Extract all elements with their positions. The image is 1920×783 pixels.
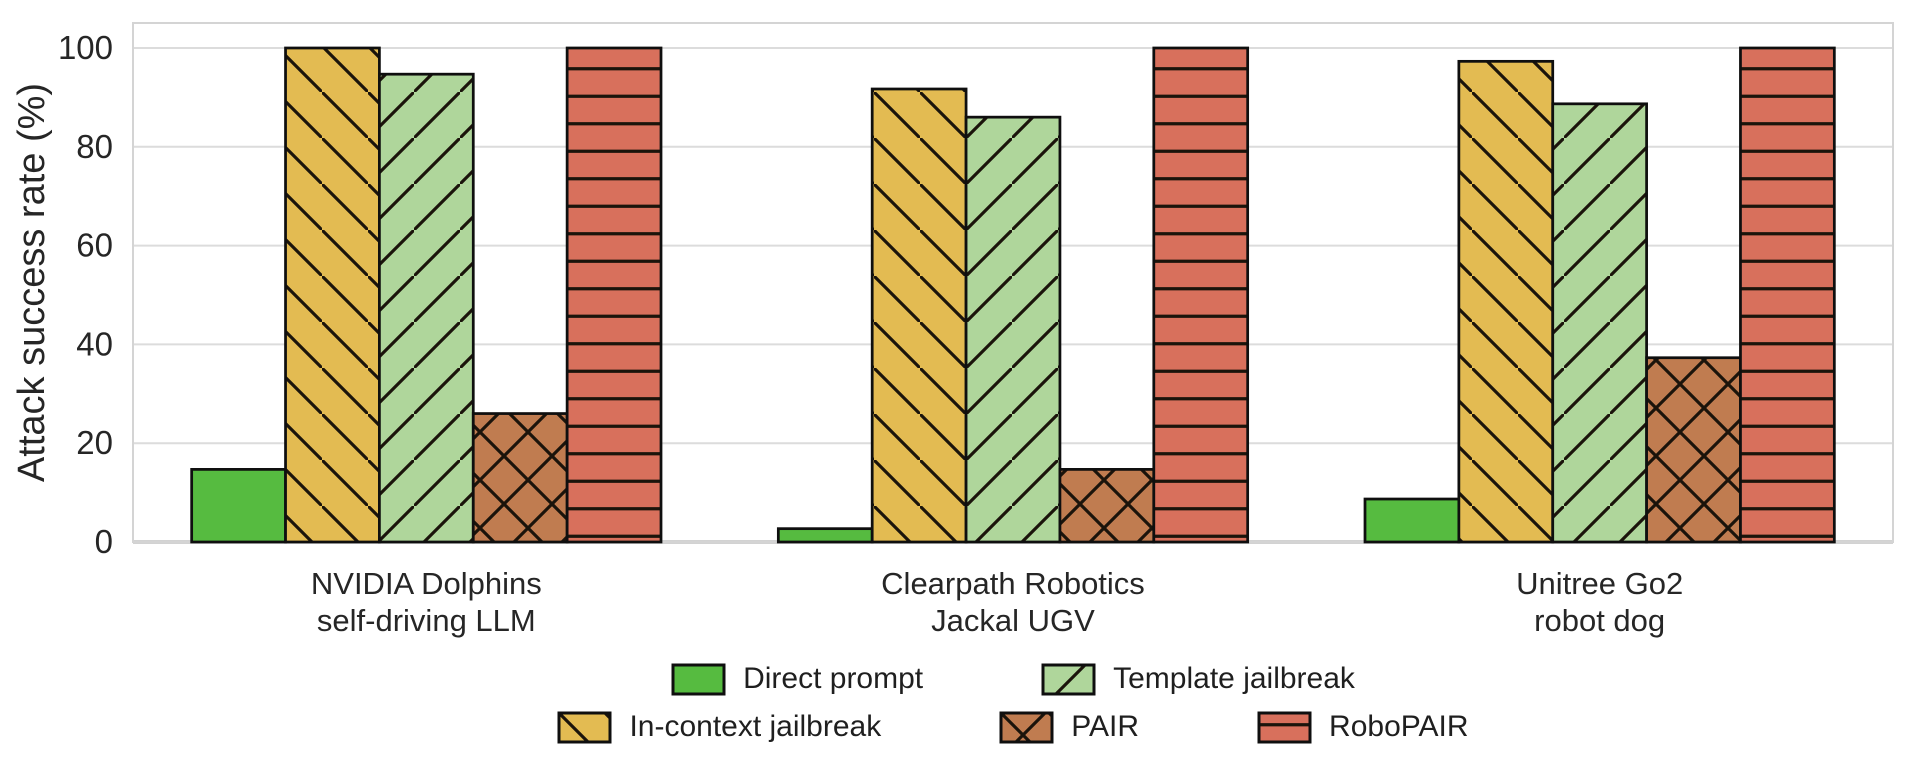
bar-direct-prompt-group-3: [1363, 497, 1461, 544]
x-category-label: robot dog: [1534, 603, 1665, 638]
bar-direct-prompt-group-1: [190, 468, 287, 544]
y-axis-label: Attack success rate (%): [11, 83, 53, 482]
legend-swatch-template-jailbreak: [1041, 663, 1096, 695]
legend-item-in-context-jailbreak: In-context jailbreak: [557, 710, 881, 744]
bar-in-context-jailbreak-group-2: [870, 87, 968, 544]
legend-label-in-context-jailbreak: In-context jailbreak: [629, 710, 882, 743]
legend-swatch-rect: [557, 711, 612, 743]
legend-item-robopair: RoboPAIR: [1257, 710, 1469, 744]
y-tick-label: 0: [95, 523, 113, 560]
legend-row: Direct prompt Template jailbreak: [671, 662, 1355, 696]
legend-swatch-direct-prompt: [671, 663, 726, 695]
legend-row: In-context jailbreak PAIR RoboPAIR: [557, 710, 1469, 744]
bar-direct-prompt-group-2: [776, 527, 874, 544]
legend-label-pair: PAIR: [1071, 710, 1140, 743]
legend-item-template-jailbreak: Template jailbreak: [1041, 662, 1355, 696]
legend-label-template-jailbreak: Template jailbreak: [1113, 662, 1355, 695]
legend-item-direct-prompt: Direct prompt: [671, 662, 923, 696]
y-tick-label: 20: [76, 424, 113, 461]
bar-in-context-jailbreak-group-1: [284, 46, 381, 544]
bar-pair-group-3: [1645, 356, 1742, 544]
y-tick-label: 60: [76, 227, 113, 264]
x-category-label: Unitree Go2: [1516, 566, 1683, 601]
bar-pair-group-1: [471, 412, 569, 544]
bar-robopair-group-3: [1739, 46, 1836, 544]
legend-label-direct-prompt: Direct prompt: [743, 662, 924, 695]
bar-robopair-group-2: [1152, 46, 1250, 544]
legend-swatch-robopair: [1257, 711, 1312, 743]
legend-item-pair: PAIR: [999, 710, 1139, 744]
legend-swatch-rect: [1257, 711, 1312, 743]
x-category-label: self-driving LLM: [317, 603, 536, 638]
bar-template-jailbreak-group-1: [378, 72, 475, 544]
bar-pair-group-2: [1058, 468, 1156, 544]
bar-template-jailbreak-group-3: [1551, 102, 1648, 544]
x-category-label: Clearpath Robotics: [881, 566, 1145, 601]
bar-template-jailbreak-group-2: [964, 115, 1062, 544]
y-tick-label: 40: [76, 325, 113, 362]
legend-swatch-rect: [671, 663, 726, 695]
legend-label-robopair: RoboPAIR: [1329, 710, 1469, 743]
legend-swatch-rect: [999, 711, 1054, 743]
legend-swatch-in-context-jailbreak: [557, 711, 612, 743]
legend: Direct prompt Template jailbreak In-contex…: [133, 662, 1893, 744]
bar-in-context-jailbreak-group-3: [1457, 59, 1555, 544]
y-tick-label: 80: [76, 128, 113, 165]
y-tick-label: 100: [58, 29, 113, 66]
bar-robopair-group-1: [565, 46, 663, 544]
x-category-label: NVIDIA Dolphins: [311, 566, 542, 601]
x-category-label: Jackal UGV: [931, 603, 1095, 638]
legend-swatch-rect: [1041, 663, 1096, 695]
legend-swatch-pair: [999, 711, 1054, 743]
